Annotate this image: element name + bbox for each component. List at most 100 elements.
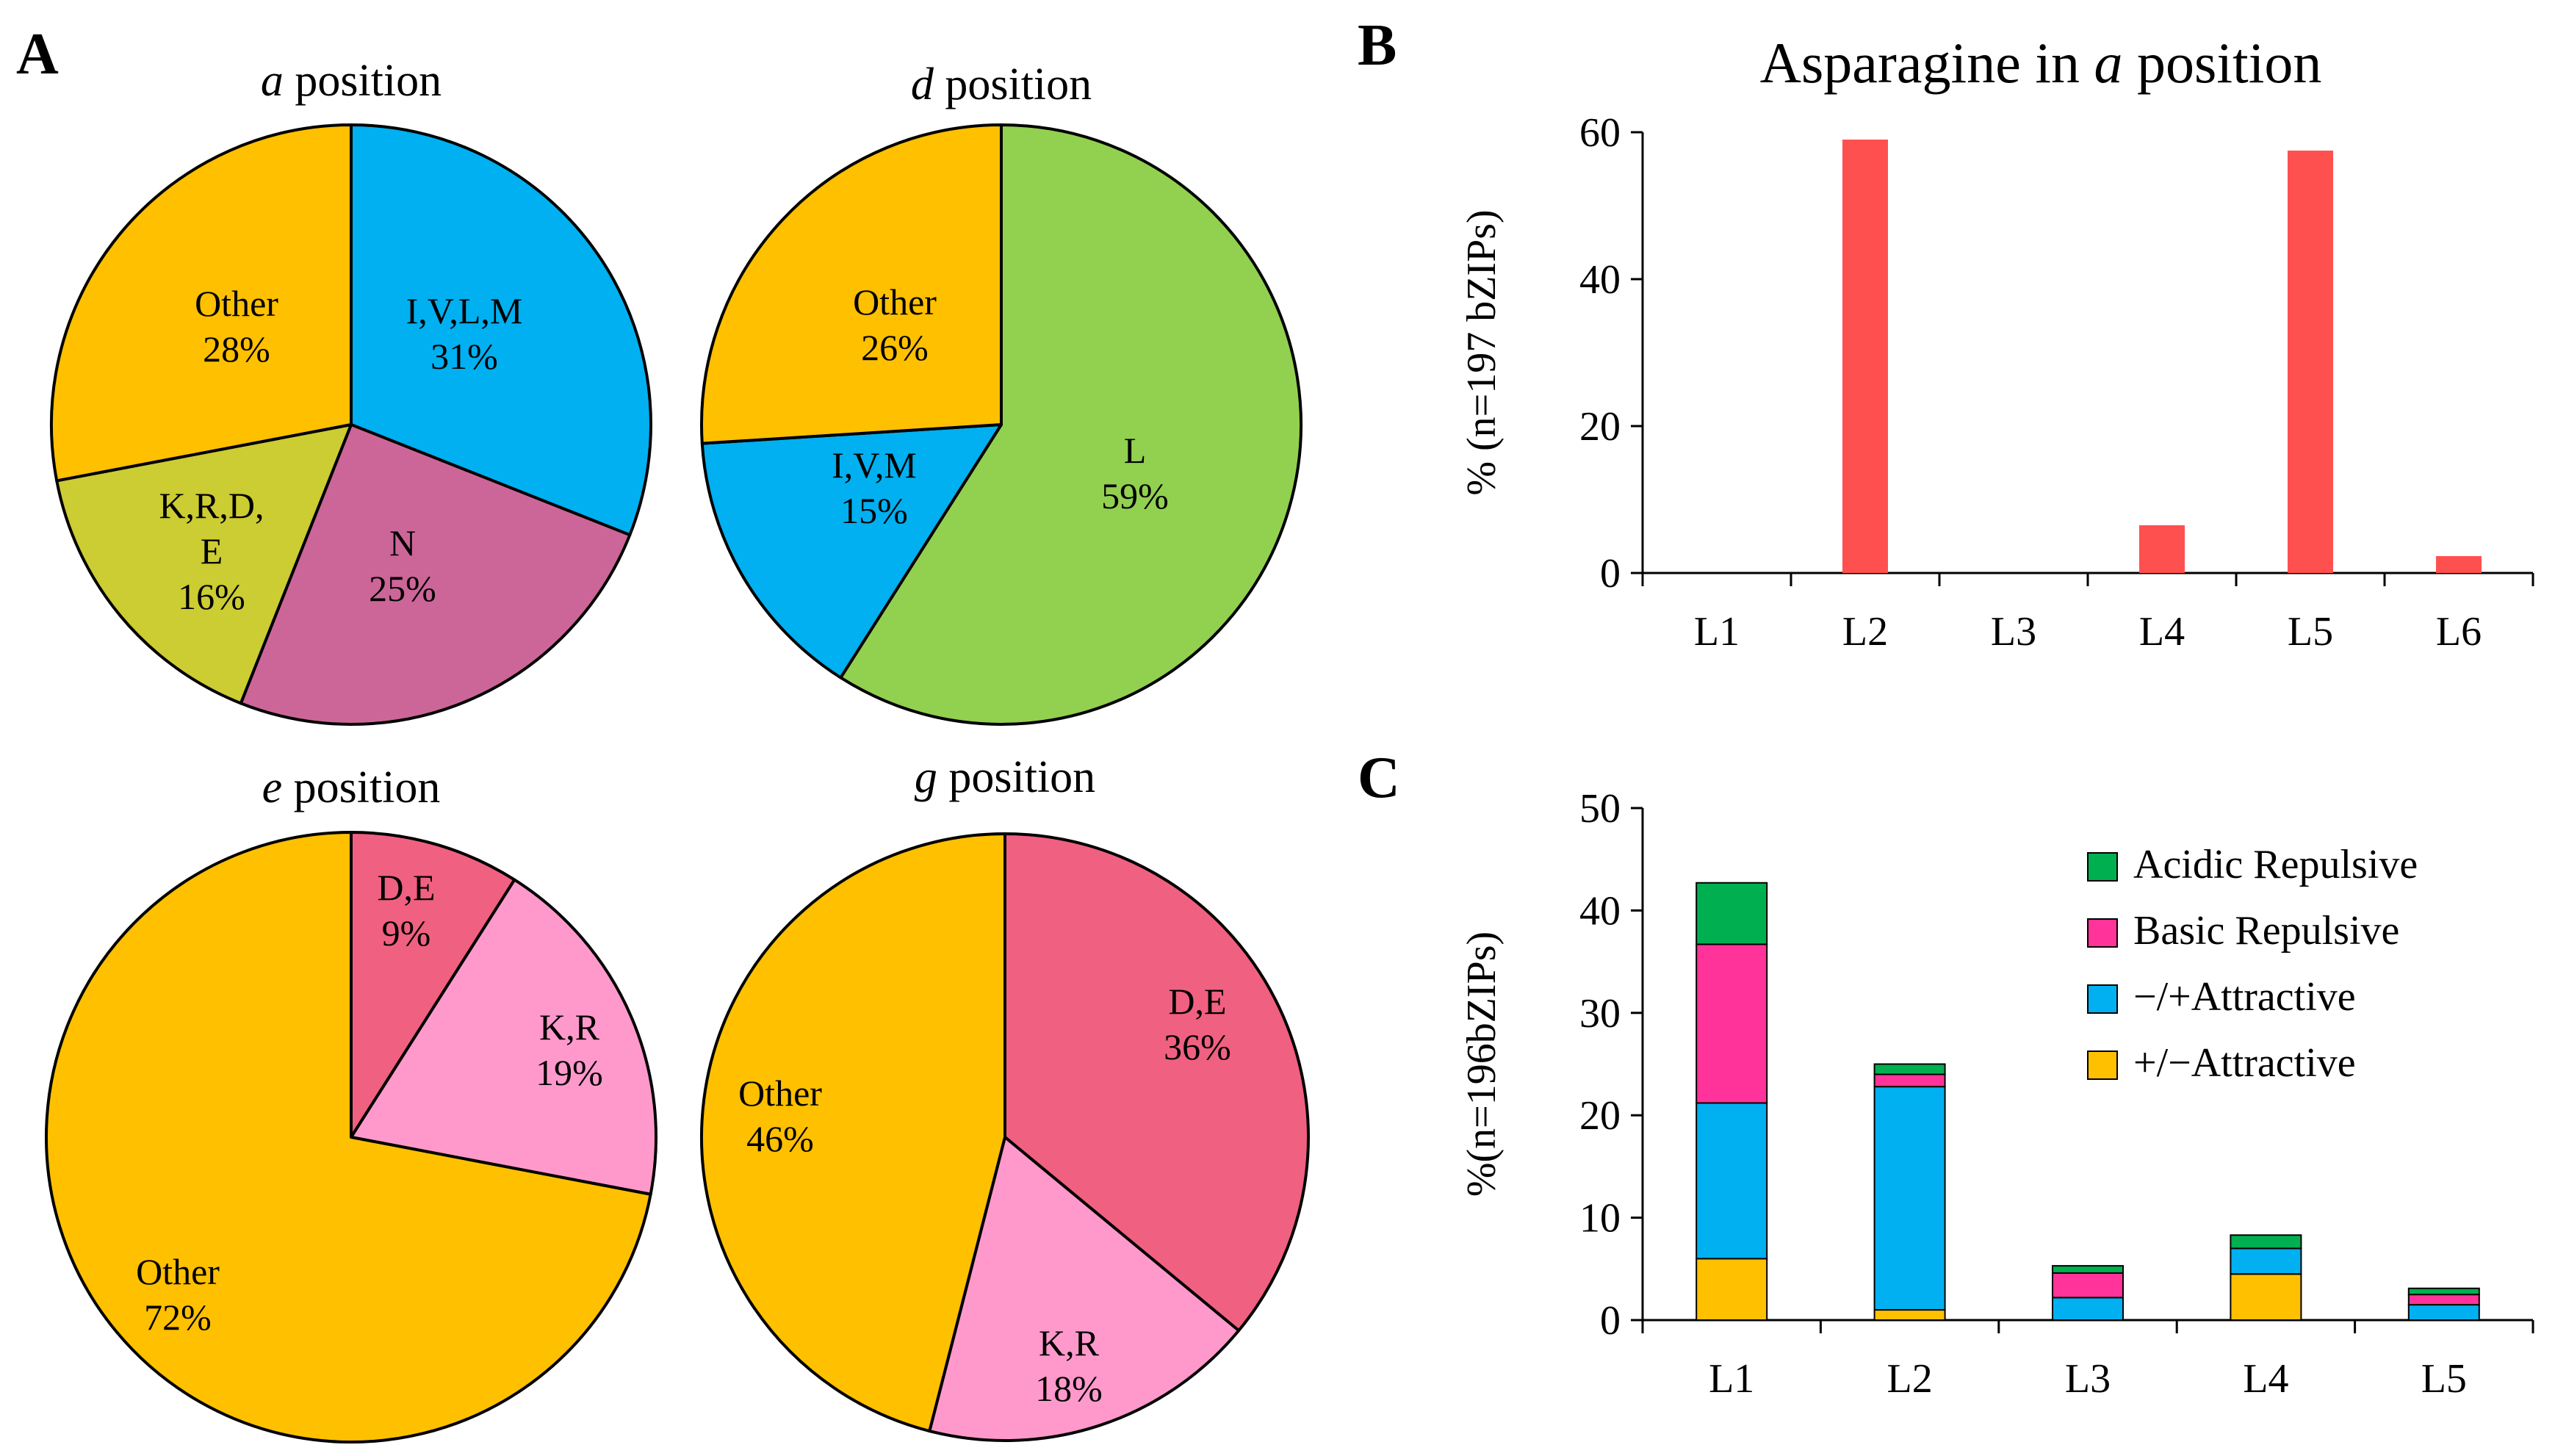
slice-label-l: L 59% <box>1101 430 1169 516</box>
bar-segment-l5-attractive <box>2407 1304 2480 1321</box>
slice-name: Other <box>136 1251 220 1292</box>
pie-title-word: position <box>934 60 1092 109</box>
slice-percent: 16% <box>178 576 245 617</box>
bar-segment-l1-acidic-repulsive <box>1695 882 1768 945</box>
slice-percent: 26% <box>861 327 929 368</box>
bar-segment-l5-basic-repulsive <box>2407 1294 2480 1306</box>
bar-l4 <box>2139 525 2185 573</box>
x-tick-label-l5: L5 <box>2421 1356 2467 1402</box>
y-tick-label: 30 <box>1579 991 1621 1037</box>
slice-percent: 72% <box>144 1297 212 1338</box>
chart-title: Asparagine in a position <box>1760 31 2322 95</box>
legend-swatch-acidic-repulsive <box>2087 852 2118 882</box>
pie-chart-e-position: e position D,E 9% K,R 19% Other 72% <box>45 763 657 1444</box>
legend-swatch-attractive <box>2087 984 2118 1014</box>
slice-name: Other <box>195 283 278 324</box>
bar-l5 <box>2288 151 2333 573</box>
bar-segment-l2-attractive <box>1873 1086 1946 1311</box>
x-tick-label-l6: L6 <box>2436 609 2482 655</box>
legend-label-attractive: −/+Attractive <box>2133 974 2356 1020</box>
x-tick-label-l4: L4 <box>2243 1356 2288 1402</box>
pie-slice-k-r-d-e <box>55 423 353 705</box>
chart-title-letter: a <box>2094 31 2123 95</box>
pie-title-word: position <box>284 56 442 106</box>
slice-percent: 59% <box>1101 475 1169 516</box>
bar-l2 <box>1842 140 1888 573</box>
slice-name: K,R,D, <box>159 485 264 526</box>
slice-name: E <box>201 530 223 572</box>
slice-percent: 46% <box>746 1118 814 1159</box>
y-tick-label: 20 <box>1579 1093 1621 1139</box>
bar-segment-l1-basic-repulsive <box>1695 943 1768 1104</box>
bar-segment-l3-acidic-repulsive <box>2052 1265 2124 1274</box>
pie-slice-i-v-m <box>700 423 1003 680</box>
slice-percent: 25% <box>369 568 436 609</box>
slice-name: Other <box>738 1073 822 1114</box>
bar-segment-l3-attractive <box>2052 1297 2124 1322</box>
pie-chart-a-position: a position I,V,L,M 31% N 25% K,R,D, E 16% Other 2… <box>50 56 652 726</box>
slice-label-k-r-d-e: K,R,D, E 16% <box>159 485 264 617</box>
y-tick-label: 20 <box>1579 404 1621 450</box>
pie-slice-other <box>45 831 652 1444</box>
y-tick-label: 0 <box>1600 551 1621 597</box>
y-tick-label: 0 <box>1600 1298 1621 1344</box>
bar-chart-asparagine: 0 20 40 60 L1 L2 L3 L4 L5 L6 % (n=197 bZIPs) Aspara… <box>1459 31 2534 655</box>
slice-label-other: Other 26% <box>853 281 937 368</box>
slice-label-d-e: D,E 36% <box>1164 981 1231 1067</box>
x-tick-label-l5: L5 <box>2288 609 2333 655</box>
bar-segment-l2-basic-repulsive <box>1873 1073 1946 1088</box>
y-axis-label: % (n=197 bZIPs) <box>1459 209 1504 495</box>
legend-label-attractive: +/−Attractive <box>2133 1040 2356 1086</box>
slice-label-other: Other 28% <box>195 283 278 370</box>
legend-swatch-attractive <box>2087 1050 2118 1080</box>
pie-title-word: position <box>282 763 440 812</box>
bar-segment-l1-attractive <box>1695 1258 1768 1321</box>
slice-name: I,V,L,M <box>406 290 523 331</box>
slice-percent: 31% <box>430 336 498 377</box>
slice-name: Other <box>853 281 937 322</box>
slice-name: K,R <box>1039 1322 1100 1363</box>
slice-label-d-e: D,E 9% <box>377 867 435 954</box>
slice-name: L <box>1124 430 1147 471</box>
slice-name: D,E <box>1168 981 1226 1022</box>
pie-title-letter: g <box>915 752 937 802</box>
x-tick-label-l1: L1 <box>1709 1356 1754 1402</box>
pie-slice-other <box>50 123 353 483</box>
x-tick-label-l4: L4 <box>2139 609 2185 655</box>
pie-slice-k-r <box>350 878 657 1196</box>
pie-title-word: position <box>937 752 1095 802</box>
legend-label-basic-repulsive: Basic Repulsive <box>2133 908 2399 954</box>
slice-label-k-r: K,R 19% <box>536 1006 603 1093</box>
slice-name: N <box>389 522 416 563</box>
slice-percent: 15% <box>840 490 908 531</box>
bar-l6 <box>2436 556 2482 573</box>
pie-chart-g-position: g position D,E 36% K,R 18% Other 46% <box>700 752 1310 1442</box>
bar-segment-l4-attractive <box>2230 1247 2302 1275</box>
pie-title-letter: d <box>911 60 934 109</box>
slice-name: I,V,M <box>832 444 917 486</box>
x-tick-label-l3: L3 <box>1991 609 2036 655</box>
slice-label-k-r: K,R 18% <box>1035 1322 1103 1409</box>
pie-slice-l <box>839 123 1302 726</box>
slice-name: K,R <box>539 1006 600 1048</box>
x-tick-label-l3: L3 <box>2065 1356 2111 1402</box>
pie-title-letter: a <box>261 56 284 106</box>
slice-label-i-v-l-m: I,V,L,M 31% <box>406 290 523 377</box>
y-tick-label: 10 <box>1579 1196 1621 1241</box>
slice-percent: 9% <box>382 912 431 954</box>
y-axis-label: %(n=196bZIPs) <box>1459 931 1504 1197</box>
bar-segment-l5-acidic-repulsive <box>2407 1287 2480 1296</box>
y-tick-label: 40 <box>1579 888 1621 934</box>
slice-percent: 36% <box>1164 1026 1231 1067</box>
pie-title: e position <box>262 763 441 812</box>
pie-title: d position <box>911 60 1092 109</box>
pie-slice-i-v-l-m <box>350 123 652 537</box>
slice-percent: 19% <box>536 1052 603 1093</box>
bar-segment-l1-attractive <box>1695 1102 1768 1260</box>
bar-segment-l4-attractive <box>2230 1273 2302 1322</box>
panel-label-c: C <box>1358 746 1400 810</box>
pie-slice-d-e <box>1003 832 1310 1333</box>
slice-percent: 28% <box>203 328 270 370</box>
bar-segment-l2-attractive <box>1873 1309 1946 1322</box>
pie-title-letter: e <box>262 763 283 812</box>
